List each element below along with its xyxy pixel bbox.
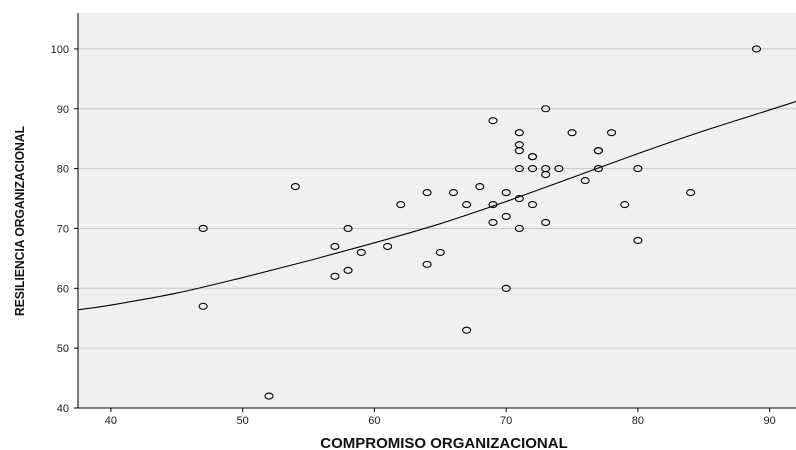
data-point-33 bbox=[527, 200, 538, 209]
data-point-16 bbox=[462, 326, 472, 334]
data-point-2 bbox=[264, 392, 274, 400]
x-tick-label-50: 50 bbox=[237, 415, 249, 427]
data-point-3 bbox=[290, 183, 300, 191]
x-tick-label-90: 90 bbox=[764, 415, 776, 427]
x-tick-label-80: 80 bbox=[632, 415, 644, 427]
y-tick-label-90: 90 bbox=[57, 104, 69, 116]
data-point-48 bbox=[686, 188, 696, 197]
data-points bbox=[198, 45, 762, 400]
data-point-8 bbox=[356, 248, 366, 256]
data-point-6 bbox=[343, 224, 353, 233]
data-point-4 bbox=[330, 242, 340, 250]
data-point-11 bbox=[422, 188, 432, 197]
data-point-38 bbox=[554, 165, 564, 173]
data-point-10 bbox=[396, 200, 406, 209]
data-point-43 bbox=[593, 165, 603, 173]
data-point-32 bbox=[527, 165, 538, 173]
data-point-9 bbox=[383, 242, 393, 250]
data-point-47 bbox=[633, 236, 643, 244]
y-axis-title: RESILIENCIA ORGANIZACIONAL bbox=[12, 126, 27, 316]
data-point-29 bbox=[514, 224, 524, 233]
x-tick-label-40: 40 bbox=[105, 415, 117, 427]
data-point-0 bbox=[198, 224, 208, 233]
data-point-5 bbox=[330, 272, 340, 280]
data-point-44 bbox=[607, 129, 617, 137]
data-point-28 bbox=[514, 194, 524, 203]
x-axis-title: COMPROMISO ORGANIZACIONAL bbox=[320, 435, 568, 450]
data-point-1 bbox=[198, 302, 208, 310]
data-point-21 bbox=[501, 188, 511, 197]
data-point-49 bbox=[751, 45, 762, 53]
y-tick-label-100: 100 bbox=[51, 44, 69, 56]
data-point-26 bbox=[514, 147, 524, 155]
y-axis-ticks: 40 50 60 70 80 90 100 bbox=[51, 44, 78, 415]
x-axis-ticks: 40 50 60 70 80 90 bbox=[105, 408, 776, 427]
data-point-36 bbox=[541, 171, 551, 179]
data-point-14 bbox=[448, 188, 459, 197]
plot-area bbox=[78, 13, 796, 408]
data-point-19 bbox=[488, 200, 498, 209]
data-point-12 bbox=[422, 260, 432, 268]
y-tick-label-50: 50 bbox=[57, 343, 69, 355]
data-point-42 bbox=[593, 147, 603, 155]
data-point-15 bbox=[462, 200, 472, 209]
data-point-39 bbox=[567, 129, 577, 137]
y-tick-label-80: 80 bbox=[57, 164, 69, 176]
data-point-40 bbox=[580, 177, 590, 185]
x-tick-label-60: 60 bbox=[368, 415, 380, 427]
data-point-13 bbox=[435, 248, 445, 256]
data-point-20 bbox=[488, 218, 498, 227]
x-tick-label-70: 70 bbox=[500, 415, 512, 427]
data-point-23 bbox=[501, 284, 511, 292]
data-point-37 bbox=[541, 218, 551, 227]
y-tick-label-40: 40 bbox=[57, 403, 69, 415]
data-point-45 bbox=[620, 200, 630, 209]
data-point-46 bbox=[633, 165, 643, 173]
data-point-22 bbox=[501, 212, 511, 221]
data-point-31 bbox=[527, 153, 538, 161]
data-point-7 bbox=[343, 266, 353, 274]
y-tick-label-60: 60 bbox=[57, 283, 69, 295]
data-point-34 bbox=[541, 105, 551, 113]
data-point-24 bbox=[514, 129, 524, 137]
data-point-27 bbox=[514, 165, 524, 173]
data-point-18 bbox=[488, 117, 498, 125]
data-point-17 bbox=[475, 183, 485, 191]
y-tick-label-70: 70 bbox=[57, 223, 69, 235]
fit-line bbox=[77, 101, 796, 311]
